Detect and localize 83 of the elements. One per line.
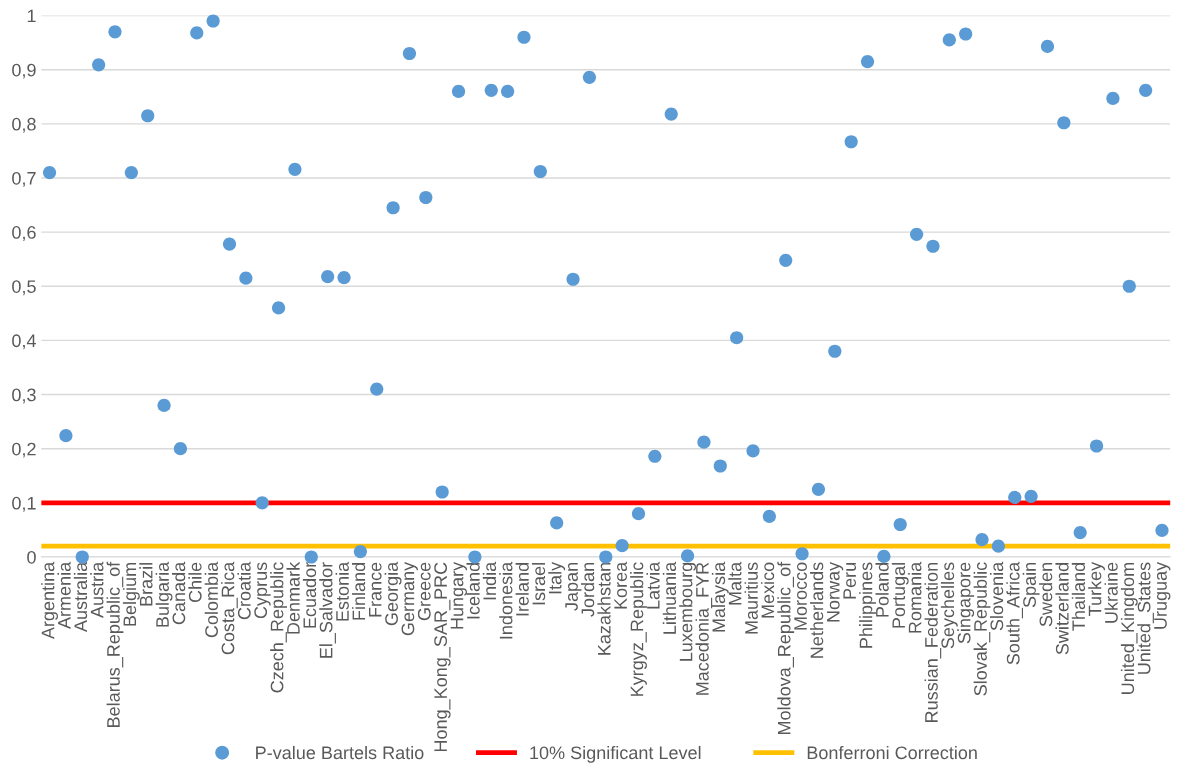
x-tick-label: South_Africa [1006,561,1024,665]
x-tick-label: Hungary [450,561,467,629]
x-tick-label: Luxembourg [679,563,696,661]
y-tick-label: 1 [27,9,36,23]
x-tick-label: Slovenia [989,561,1004,631]
x-tick-label: Ukraine [1104,562,1118,623]
x-tick-label: Indonesia [499,561,513,639]
y-tick-label: 0 [27,550,36,564]
x-tick-label: Israel [531,563,546,605]
y-tick-label: 0,4 [12,334,36,350]
x-tick-label: Kyrgyz_Republic [630,562,647,696]
y-tick-label: 0,6 [12,226,36,241]
x-tick-label: Belarus_Republic_of [106,561,124,727]
x-tick-label: India [482,561,497,600]
x-tick-label: Romania [908,561,922,633]
x-tick-label: Argentina [41,561,58,640]
x-tick-label: Costa_Rica [221,561,238,655]
x-tick-label: Switzerland [1055,563,1069,655]
x-tick-label: Singapore [957,562,975,644]
x-tick-label: United_Kingdom [1120,563,1138,694]
x-tick-label: Ecuador [302,562,317,628]
x-tick-label: Chile [188,562,202,603]
x-tick-label: Canada [172,561,186,625]
x-tick-label: Austria [90,561,104,618]
x-tick-label: Korea [614,561,627,609]
x-tick-label: Colombia [204,561,218,638]
x-tick-label: Kazakhstan [597,563,611,655]
y-tick-label: 0,7 [12,171,36,187]
y-tick-label: 0,2 [12,442,36,458]
legend-label: P-value Bartels Ratio [256,745,424,760]
x-tick-label: Moldova_Republic_of [777,561,795,734]
x-tick-label: Iceland [466,563,480,619]
x-tick-label: Norway [827,561,844,622]
x-tick-label: Germany [401,561,418,636]
x-tick-label: Bulgaria [155,561,173,627]
x-tick-label: Czech_Republic [270,562,287,693]
y-tick-label: 0,5 [12,280,36,296]
x-tick-label: Uruguay [1154,561,1171,629]
x-tick-label: Hong_Kong_SAR_PRC [434,562,451,752]
x-tick-label: Estonia [335,561,349,621]
x-tick-label: El_Salvador [319,562,336,658]
x-tick-label: Russian_Federation [924,563,942,722]
x-tick-label: Georgia [384,561,402,626]
x-tick-label: Japan [565,563,582,611]
x-tick-label: Italy [548,561,566,594]
x-tick-label: Malaysia [711,561,729,632]
x-tick-label: Portugal [891,563,909,628]
x-tick-label: Netherlands [810,562,824,658]
x-tick-label: Mexico [760,562,775,618]
x-tick-label: United_States [1137,562,1154,674]
x-tick-label: Greece [417,562,431,621]
x-tick-label: France [368,562,382,617]
x-tick-label: Brazil [139,563,153,606]
x-tick-label: Croatia [237,561,251,620]
x-tick-label: Finland [351,563,366,620]
x-tick-label: Malta [728,561,742,605]
legend-label: Bonferroni Correction [807,745,977,760]
x-tick-label: Macedonia_FYR [695,562,713,695]
x-tick-label: Belgium [122,563,140,626]
x-tick-label: Jordan [581,563,595,617]
x-tick-label: Thailand [1071,563,1086,631]
x-tick-label: Sweden [1039,563,1053,627]
x-tick-label: Australia [73,561,88,633]
x-tick-label: Denmark [286,561,300,634]
x-tick-label: Armenia [57,561,71,630]
y-tick-label: 0,1 [12,496,36,512]
x-tick-label: Turkey [1088,561,1105,616]
y-tick-label: 0,9 [12,63,36,79]
x-tick-label: Morocco [794,562,807,630]
x-tick-label: Spain [1022,563,1040,608]
y-tick-label: 0,3 [12,388,36,404]
x-tick-label: Philippines [859,562,876,648]
x-tick-label: Ireland [515,563,529,616]
legend-label: 10% Significant Level [530,745,701,763]
x-tick-label: Seychelles [940,562,958,649]
x-tick-label: Slovak_Republic [973,562,991,696]
y-tick-label: 0,8 [12,117,36,133]
x-tick-label: Poland [875,563,889,617]
x-tick-label: Cyprus [254,562,271,619]
x-tick-label: Lithuania [662,561,677,634]
x-tick-label: Peru [843,563,857,599]
x-tick-label: Latvia [646,561,660,609]
x-tick-label: Mauritius [744,562,758,634]
